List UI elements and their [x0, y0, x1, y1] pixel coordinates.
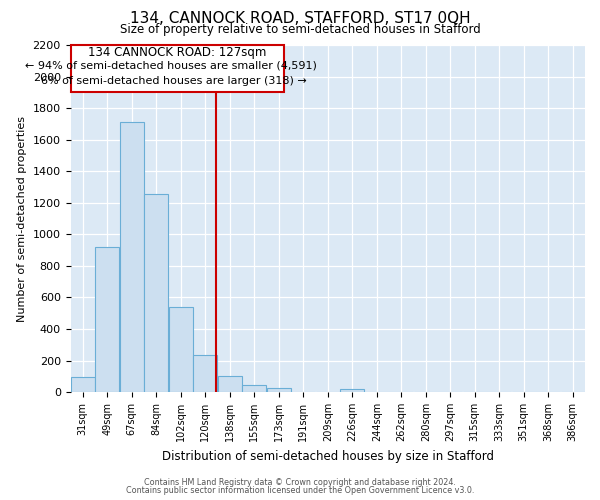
Text: Size of property relative to semi-detached houses in Stafford: Size of property relative to semi-detach…: [119, 22, 481, 36]
Text: 134 CANNOCK ROAD: 127sqm: 134 CANNOCK ROAD: 127sqm: [88, 46, 266, 59]
Bar: [193, 355, 217, 392]
Text: Contains public sector information licensed under the Open Government Licence v3: Contains public sector information licen…: [126, 486, 474, 495]
Bar: [218, 376, 242, 392]
Bar: [95, 247, 119, 392]
Bar: [340, 389, 364, 392]
Text: 134, CANNOCK ROAD, STAFFORD, ST17 0QH: 134, CANNOCK ROAD, STAFFORD, ST17 0QH: [130, 11, 470, 26]
Bar: [119, 122, 144, 392]
Text: 6% of semi-detached houses are larger (318) →: 6% of semi-detached houses are larger (3…: [34, 76, 307, 86]
Bar: [71, 377, 95, 392]
Y-axis label: Number of semi-detached properties: Number of semi-detached properties: [17, 116, 27, 322]
X-axis label: Distribution of semi-detached houses by size in Stafford: Distribution of semi-detached houses by …: [162, 450, 494, 462]
Bar: [266, 388, 291, 392]
Bar: [144, 194, 169, 392]
Bar: [242, 385, 266, 392]
Text: Contains HM Land Registry data © Crown copyright and database right 2024.: Contains HM Land Registry data © Crown c…: [144, 478, 456, 487]
FancyBboxPatch shape: [71, 45, 284, 92]
Text: ← 94% of semi-detached houses are smaller (4,591): ← 94% of semi-detached houses are smalle…: [25, 60, 316, 70]
Bar: [169, 307, 193, 392]
